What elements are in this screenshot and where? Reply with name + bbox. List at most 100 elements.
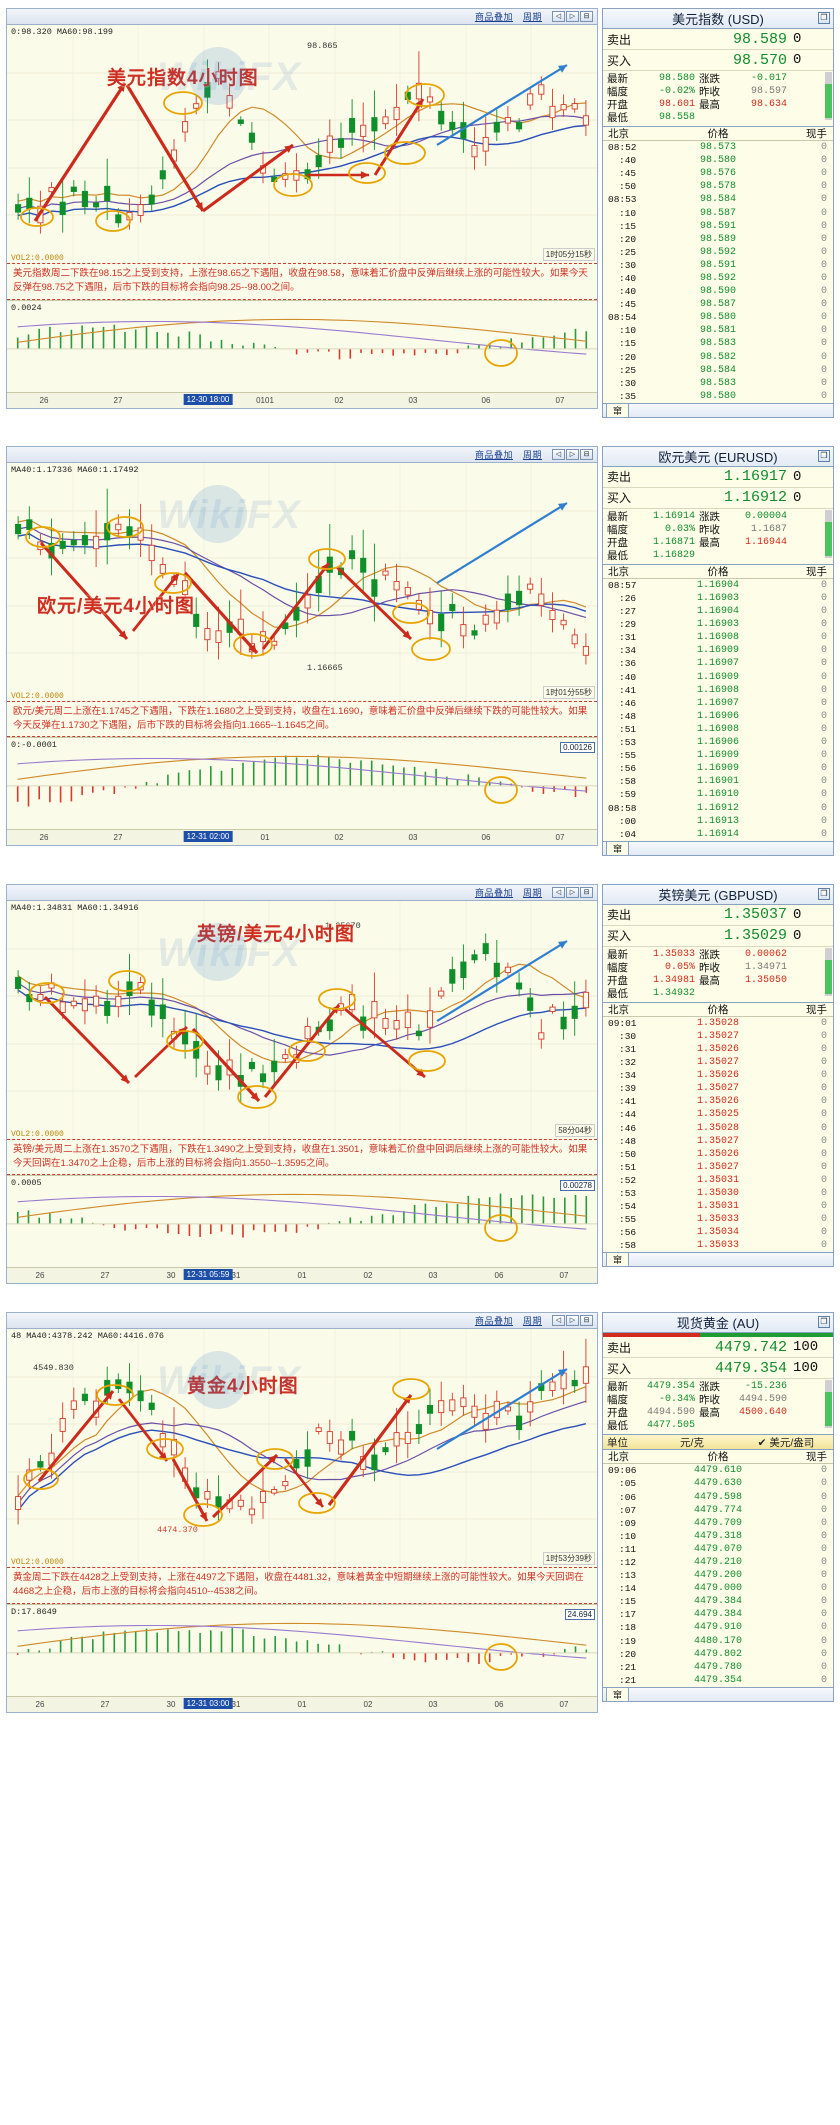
period-link[interactable]: 周期 <box>522 887 542 898</box>
tick-price: 98.584 <box>699 364 736 376</box>
prev-button[interactable]: ◁ <box>552 448 565 460</box>
tick-price: 4479.070 <box>693 1543 742 1555</box>
tick-volume: 0 <box>820 1596 827 1608</box>
tick-time: :46 <box>619 697 637 709</box>
quote-scrollbar[interactable] <box>825 509 832 558</box>
quote-panel: 欧元美元 (EURUSD) ❐ 卖出 1.16917 0 买入 1.16912 … <box>602 445 834 856</box>
high-label: 最高 <box>699 1407 720 1420</box>
tick-row: 08:54 98.580 0 <box>603 311 833 324</box>
latest-label: 最新 <box>607 73 628 85</box>
spread-bar <box>603 1333 833 1338</box>
overlay-link[interactable]: 商品叠加 <box>474 449 513 460</box>
macd-label: 0.0005 <box>11 1178 42 1189</box>
tick-price: 1.16901 <box>696 776 739 788</box>
candlestick-chart[interactable]: 48 MA40:4378.242 MA60:4416.076 4549.830 … <box>7 1329 597 1568</box>
low-value: 98.558 <box>658 112 695 123</box>
chart-area: 商品叠加 周期 ◁ ▷ ⊟ MA40:1.34831 MA60:1.34 <box>6 883 598 1285</box>
tick-row: :19 4480.170 0 <box>603 1635 833 1648</box>
tick-volume: 0 <box>820 1556 827 1568</box>
period-link[interactable]: 周期 <box>522 12 542 22</box>
tick-list[interactable]: 09:01 1.35028 0 :30 1.35027 0 :31 1.3502… <box>603 1017 833 1253</box>
fullscreen-button[interactable]: ⊟ <box>580 1315 593 1327</box>
stat-row-amplitude: 幅度 0.05% 昨收 1.34971 <box>607 961 829 974</box>
tick-price: 1.16912 <box>696 802 739 814</box>
tick-time: :31 <box>619 1043 637 1055</box>
fullscreen-button[interactable]: ⊟ <box>580 448 593 460</box>
ask-volume: 0 <box>793 468 802 485</box>
tick-volume: 0 <box>820 194 827 206</box>
restore-icon[interactable]: ❐ <box>818 1316 830 1329</box>
next-button[interactable]: ▷ <box>566 448 579 460</box>
tick-row: 08:57 1.16904 0 <box>603 579 833 592</box>
footer-tab[interactable]: 窜 <box>606 1252 630 1267</box>
tick-row: :30 98.591 0 <box>603 259 833 272</box>
quote-scrollbar[interactable] <box>825 72 832 120</box>
tick-list[interactable]: 09:06 4479.610 0 :05 4479.630 0 :06 4479… <box>603 1464 833 1687</box>
restore-icon[interactable]: ❐ <box>818 12 830 24</box>
tick-row: :21 4479.354 0 <box>603 1674 833 1687</box>
ask-row: 卖出 1.16917 0 <box>603 467 833 488</box>
prev-button[interactable]: ◁ <box>552 11 565 22</box>
candlestick-chart[interactable]: 0:98.320 MA60:98.199 98.865 1时05分15秒 美元指… <box>7 25 597 263</box>
tick-volume: 0 <box>820 1543 827 1555</box>
tick-row: :56 1.35034 0 <box>603 1226 833 1239</box>
axis-tick: 03 <box>408 395 418 405</box>
bid-price: 1.35029 <box>723 927 787 945</box>
axis-tick: 07 <box>559 1271 569 1281</box>
period-link[interactable]: 周期 <box>522 1316 542 1327</box>
tick-price: 1.35026 <box>696 1096 739 1108</box>
next-button[interactable]: ▷ <box>566 11 579 22</box>
restore-icon[interactable]: ❐ <box>818 887 830 900</box>
tick-row: :54 1.35031 0 <box>603 1200 833 1213</box>
period-link[interactable]: 周期 <box>522 449 542 460</box>
unit-option-ounce[interactable]: ✔ 美元/盎司 <box>757 1436 815 1449</box>
tick-time: :50 <box>619 181 637 193</box>
tick-price: 98.584 <box>699 194 736 206</box>
tick-volume: 0 <box>820 1135 827 1147</box>
tick-price: 1.35027 <box>696 1057 739 1069</box>
unit-selector[interactable]: 单位 元/克 ✔ 美元/盎司 <box>603 1435 833 1451</box>
prev-button[interactable]: ◁ <box>552 886 565 898</box>
next-button[interactable]: ▷ <box>566 886 579 898</box>
footer-tab[interactable]: 窜 <box>606 402 630 417</box>
overlay-link[interactable]: 商品叠加 <box>474 1316 513 1327</box>
tick-row: :50 98.578 0 <box>603 180 833 193</box>
next-button[interactable]: ▷ <box>566 1315 579 1327</box>
fullscreen-button[interactable]: ⊟ <box>580 11 593 22</box>
overlay-link[interactable]: 商品叠加 <box>474 12 513 22</box>
prev-button[interactable]: ◁ <box>552 1315 565 1327</box>
macd-indicator[interactable]: 0.0024 <box>7 299 597 392</box>
prevclose-value: 98.597 <box>750 86 787 97</box>
tick-price: 1.35027 <box>696 1083 739 1095</box>
amplitude-label: 幅度 <box>607 1394 628 1407</box>
tick-volume: 0 <box>820 220 827 232</box>
footer-tab[interactable]: 窜 <box>606 840 630 855</box>
candlestick-chart[interactable]: MA40:1.34831 MA60:1.34916 1.35670 58分04秒… <box>7 900 597 1139</box>
tick-time: :40 <box>619 155 637 167</box>
market-panel-usd-index: 商品叠加 周期 ◁ ▷ ⊟ 0:98.320 MA60:98.199 <box>0 0 840 428</box>
quote-scrollbar[interactable] <box>825 1380 832 1429</box>
quote-scrollbar[interactable] <box>825 947 832 996</box>
tick-time: :44 <box>619 1109 637 1121</box>
tick-price: 4479.210 <box>693 1556 742 1568</box>
tick-price: 1.35025 <box>696 1109 739 1121</box>
tick-list[interactable]: 08:52 98.573 0 :40 98.580 0 :45 98.576 0… <box>603 141 833 403</box>
tick-time: 08:54 <box>608 312 637 324</box>
tick-time: :40 <box>619 286 637 298</box>
macd-indicator[interactable]: 0:-0.0001 0.00126 <box>7 737 597 830</box>
fullscreen-button[interactable]: ⊟ <box>580 886 593 898</box>
tick-volume: 0 <box>820 181 827 193</box>
quote-footer: 窜 <box>603 1252 833 1267</box>
macd-indicator[interactable]: D:17.8649 24.694 <box>7 1603 597 1696</box>
open-value: 4494.590 <box>646 1407 695 1419</box>
footer-tab[interactable]: 窜 <box>606 1686 630 1701</box>
tick-time: :45 <box>619 299 637 311</box>
tick-list[interactable]: 08:57 1.16904 0 :26 1.16903 0 :27 1.1690… <box>603 579 833 841</box>
candlestick-chart[interactable]: MA40:1.17336 MA60:1.17492 1.16665 1时01分5… <box>7 462 597 701</box>
tick-volume: 0 <box>820 1214 827 1226</box>
overlay-link[interactable]: 商品叠加 <box>474 887 513 898</box>
restore-icon[interactable]: ❐ <box>818 449 830 462</box>
macd-indicator[interactable]: 0.0005 0.00278 <box>7 1175 597 1268</box>
unit-option-gram[interactable]: 元/克 <box>680 1436 704 1449</box>
axis-tick: 31 <box>231 1271 241 1281</box>
